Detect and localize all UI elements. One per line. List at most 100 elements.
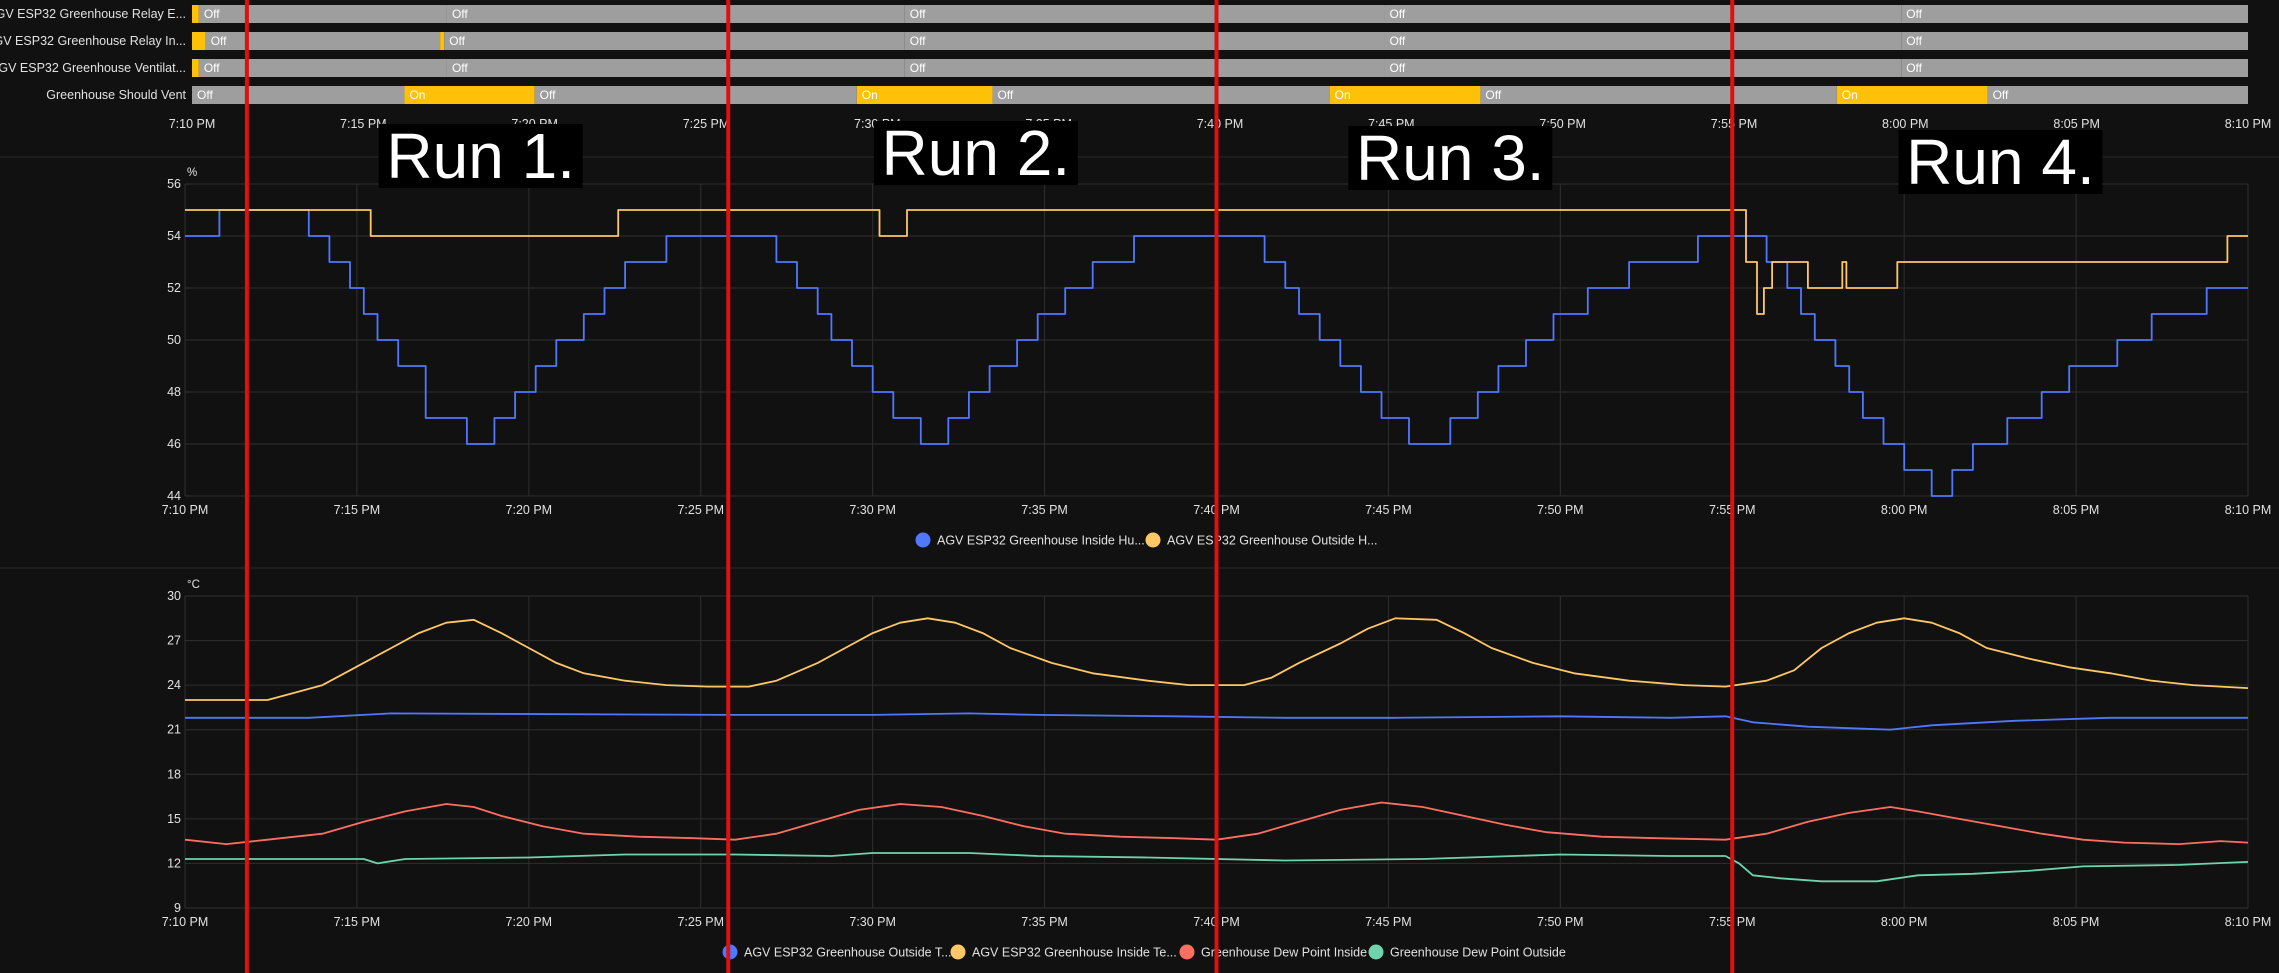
y-tick-label: 52 <box>167 281 181 295</box>
timeline-segment-label: On <box>1335 88 1351 102</box>
timeline-time-tick: 7:15 PM <box>340 117 387 131</box>
x-tick-label: 8:05 PM <box>2053 915 2100 929</box>
y-tick-label: 24 <box>167 678 181 692</box>
x-tick-label: 7:45 PM <box>1365 915 1412 929</box>
timeline-segment[interactable] <box>192 5 199 23</box>
y-tick-label: 21 <box>167 723 181 737</box>
legend-swatch-icon <box>1145 532 1161 548</box>
timeline-segment[interactable] <box>1329 86 1481 104</box>
x-tick-label: 8:10 PM <box>2225 915 2272 929</box>
y-tick-label: 44 <box>167 489 181 503</box>
legend-swatch-icon <box>1368 944 1384 960</box>
timeline-segment-label: Off <box>204 61 220 75</box>
x-tick-label: 8:00 PM <box>1881 503 1928 517</box>
timeline-segment[interactable] <box>192 86 405 104</box>
timeline-segment[interactable] <box>198 59 447 77</box>
timeline-segment[interactable] <box>192 59 199 77</box>
timeline-segment[interactable] <box>1480 86 1837 104</box>
timeline-time-tick: 7:25 PM <box>683 117 730 131</box>
x-tick-label: 7:50 PM <box>1537 503 1584 517</box>
legend-item[interactable]: AGV ESP32 Greenhouse Inside Hu... <box>915 532 1145 548</box>
legend-label: AGV ESP32 Greenhouse Inside Hu... <box>937 534 1145 548</box>
timeline-segment[interactable] <box>1987 86 2248 104</box>
legend-swatch-icon <box>1179 944 1195 960</box>
unit-label: % <box>187 167 197 179</box>
timeline-segment-label: Off <box>997 88 1013 102</box>
timeline-segment-label: On <box>1842 88 1858 102</box>
run-label-background <box>378 124 583 188</box>
legend-item[interactable]: Greenhouse Dew Point Outside <box>1368 944 1566 960</box>
timeline-segment-label: Off <box>1485 88 1501 102</box>
timeline-segment-label: Off <box>910 34 926 48</box>
timeline-time-tick: 7:40 PM <box>1197 117 1244 131</box>
timeline-segment[interactable] <box>1901 32 2248 50</box>
x-tick-label: 7:15 PM <box>334 503 381 517</box>
timeline-segment[interactable] <box>904 5 1385 23</box>
timeline-segment[interactable] <box>1384 59 1902 77</box>
y-tick-label: 56 <box>167 177 181 191</box>
timeline-segment-label: Off <box>452 61 468 75</box>
run-markers <box>244 0 1735 973</box>
y-tick-label: 54 <box>167 229 181 243</box>
timeline-segment[interactable] <box>1836 86 1988 104</box>
timeline-segment[interactable] <box>205 32 441 50</box>
timeline-time-tick: 7:10 PM <box>169 117 216 131</box>
series-line <box>185 209 2248 315</box>
chart-legend: AGV ESP32 Greenhouse Outside T... AGV ESP… <box>722 944 1566 960</box>
run-label: Run 1. <box>378 120 583 192</box>
timeline-segment[interactable] <box>1384 32 1902 50</box>
state-timeline: AGV ESP32 Greenhouse Relay E... Off Off Off… <box>0 5 2248 104</box>
legend-item[interactable]: Greenhouse Dew Point Inside <box>1179 944 1368 960</box>
timeline-segment-label: Off <box>910 61 926 75</box>
timeline-segment[interactable] <box>904 59 1385 77</box>
timeline-segment[interactable] <box>444 32 905 50</box>
y-tick-label: 9 <box>174 901 181 915</box>
x-tick-label: 7:35 PM <box>1021 915 1068 929</box>
x-tick-label: 7:45 PM <box>1365 503 1412 517</box>
run-label: Run 3. <box>1348 122 1553 194</box>
timeline-time-tick: 8:00 PM <box>1882 117 1929 131</box>
timeline-segment-label: Off <box>910 7 926 21</box>
run-label-text: Run 1. <box>386 120 575 192</box>
timeline-segment-label: Off <box>540 88 556 102</box>
timeline-segment[interactable] <box>446 59 905 77</box>
timeline-segment[interactable] <box>446 5 905 23</box>
timeline-segment[interactable] <box>904 32 1385 50</box>
timeline-row: AGV ESP32 Greenhouse Relay E... Off Off Off… <box>0 5 2248 23</box>
timeline-row-label: Greenhouse Should Vent <box>46 88 186 102</box>
x-tick-label: 7:15 PM <box>334 915 381 929</box>
timeline-segment-label: Off <box>1389 34 1405 48</box>
series-line <box>185 852 2249 883</box>
legend-item[interactable]: AGV ESP32 Greenhouse Inside Te... <box>950 944 1177 960</box>
timeline-segment-label: Off <box>1993 88 2009 102</box>
y-tick-label: 15 <box>167 812 181 826</box>
timeline-segment[interactable] <box>856 86 993 104</box>
x-tick-label: 7:10 PM <box>162 503 209 517</box>
timeline-time-axis: 7:10 PM7:15 PM7:20 PM7:25 PM7:30 PM7:35 … <box>169 117 2272 131</box>
timeline-segment-label: Off <box>449 34 465 48</box>
timeline-segment[interactable] <box>992 86 1330 104</box>
x-tick-label: 8:05 PM <box>2053 503 2100 517</box>
timeline-row: AGV ESP32 Greenhouse Ventilat... Off Off Of… <box>0 59 2248 77</box>
timeline-segment[interactable] <box>534 86 857 104</box>
timeline-segment[interactable] <box>198 5 447 23</box>
x-tick-label: 7:50 PM <box>1537 915 1584 929</box>
legend-item[interactable]: AGV ESP32 Greenhouse Outside T... <box>722 944 952 960</box>
timeline-segment-label: Off <box>1906 61 1922 75</box>
timeline-segment[interactable] <box>1384 5 1902 23</box>
y-tick-label: 48 <box>167 385 181 399</box>
x-tick-label: 7:20 PM <box>506 503 553 517</box>
timeline-segment[interactable] <box>192 32 206 50</box>
x-tick-label: 7:30 PM <box>849 915 896 929</box>
y-tick-label: 30 <box>167 589 181 603</box>
timeline-segment[interactable] <box>1901 59 2248 77</box>
timeline-segment[interactable] <box>1901 5 2248 23</box>
legend-item[interactable]: AGV ESP32 Greenhouse Outside H... <box>1145 532 1378 548</box>
timeline-segment[interactable] <box>404 86 535 104</box>
run-label-text: Run 3. <box>1356 122 1545 194</box>
timeline-segment[interactable] <box>440 32 445 50</box>
timeline-row-label: AGV ESP32 Greenhouse Relay In... <box>0 34 186 48</box>
run-label: Run 2. <box>873 117 1078 189</box>
x-tick-label: 7:25 PM <box>677 503 724 517</box>
timeline-segment-label: Off <box>1906 34 1922 48</box>
